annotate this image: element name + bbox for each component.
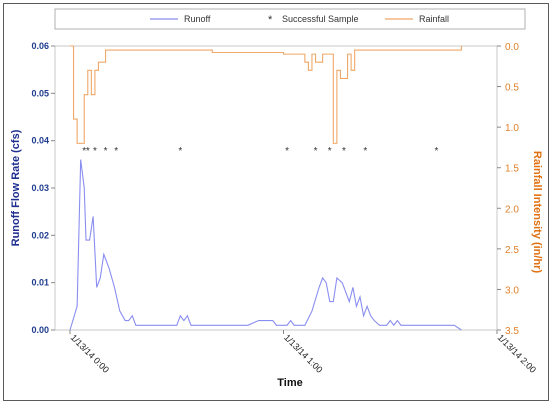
y-right-tick-label: 1.0 bbox=[505, 123, 519, 134]
sample-marker: * bbox=[285, 146, 289, 157]
legend-box bbox=[54, 8, 526, 30]
sample-marker: * bbox=[86, 146, 90, 157]
chart-marks: * * * * * * * * * * * * bbox=[69, 45, 462, 331]
sample-marker: * bbox=[114, 146, 118, 157]
legend-label-rainfall: Rainfall bbox=[419, 14, 449, 24]
series-line-runoff bbox=[69, 159, 462, 331]
y-left-tick-label: 0.01 bbox=[31, 278, 49, 288]
y-right-tick-label: 3.5 bbox=[505, 326, 519, 337]
x-tick-label: 1/13/14 1:00 bbox=[282, 332, 324, 374]
sample-marker: * bbox=[435, 146, 439, 157]
sample-marker: * bbox=[363, 146, 367, 157]
sample-marker: * bbox=[342, 146, 346, 157]
y-right-tick-label: 0.5 bbox=[505, 83, 519, 94]
y-left-tick-label: 0.05 bbox=[31, 88, 49, 98]
sample-marker: * bbox=[178, 146, 182, 157]
y-left-tick-label: 0.03 bbox=[31, 183, 49, 193]
sample-marker: * bbox=[104, 146, 108, 157]
sample-marker: * bbox=[82, 146, 86, 157]
y-left-tick-label: 0.02 bbox=[31, 230, 49, 240]
y-axis-right-title: Rainfall Intensity (in/hr) bbox=[531, 151, 543, 274]
y-right-tick-label: 3.0 bbox=[505, 285, 519, 296]
plot-area bbox=[54, 45, 498, 331]
legend-label-runoff: Runoff bbox=[184, 14, 211, 24]
y-right-tick-label: 2.0 bbox=[505, 204, 519, 215]
x-axis-title: Time bbox=[277, 377, 302, 389]
sample-marker: * bbox=[314, 146, 318, 157]
legend-swatch-sample: * bbox=[268, 14, 273, 26]
x-tick-label: 1/13/14 2:00 bbox=[496, 332, 538, 374]
x-tick-label: 1/13/14 0:00 bbox=[69, 332, 111, 374]
y-right-tick-label: 2.5 bbox=[505, 245, 519, 256]
y-right-tick-label: 0.0 bbox=[505, 42, 519, 53]
legend: Runoff * Successful Sample Rainfall bbox=[54, 8, 526, 30]
chart-frame bbox=[3, 3, 549, 401]
y-axis-left-title: Runoff Flow Rate (cfs) bbox=[10, 129, 22, 246]
y-right-tick-label: 1.5 bbox=[505, 164, 519, 175]
series-line-rainfall bbox=[70, 45, 462, 144]
sample-marker: * bbox=[328, 146, 332, 157]
y-left-tick-label: 0.00 bbox=[31, 325, 49, 335]
y-left-tick-label: 0.04 bbox=[31, 136, 49, 146]
y-left-tick-label: 0.06 bbox=[31, 41, 49, 51]
sample-marker: * bbox=[93, 146, 97, 157]
legend-label-sample: Successful Sample bbox=[282, 14, 359, 24]
